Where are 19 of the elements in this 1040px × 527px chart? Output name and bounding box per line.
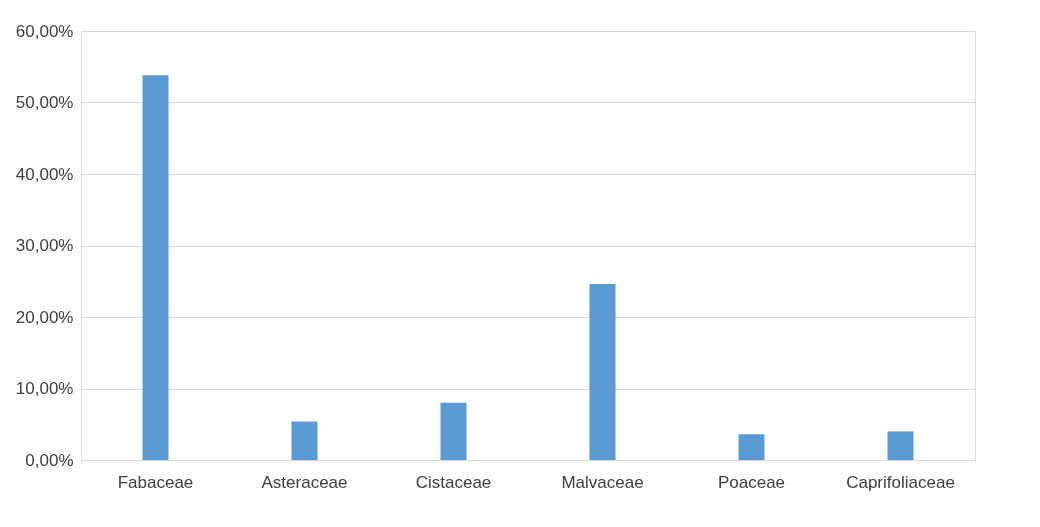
y-tick-label: 0,00% xyxy=(25,450,74,470)
x-tick-label: Poaceae xyxy=(717,472,786,492)
y-tick-label: 60,00% xyxy=(15,21,74,41)
x-tick-label: Caprifoliaceae xyxy=(846,472,955,492)
y-tick-label: 40,00% xyxy=(15,164,74,184)
bar xyxy=(589,284,616,460)
x-tick-label: Cistaceae xyxy=(415,472,492,492)
bar xyxy=(291,421,318,460)
y-tick-label: 50,00% xyxy=(15,93,74,112)
y-tick-label: 20,00% xyxy=(15,307,74,327)
x-tick-label: Asteraceae xyxy=(261,472,348,492)
bar xyxy=(738,434,765,460)
y-tick-label: 30,00% xyxy=(15,236,74,255)
bar xyxy=(887,431,914,460)
bar xyxy=(142,75,169,460)
x-tick-label: Fabaceae xyxy=(117,472,194,492)
x-tick-label: Malvaceae xyxy=(561,472,644,492)
y-tick-label: 10,00% xyxy=(15,379,74,398)
bar xyxy=(440,402,467,460)
